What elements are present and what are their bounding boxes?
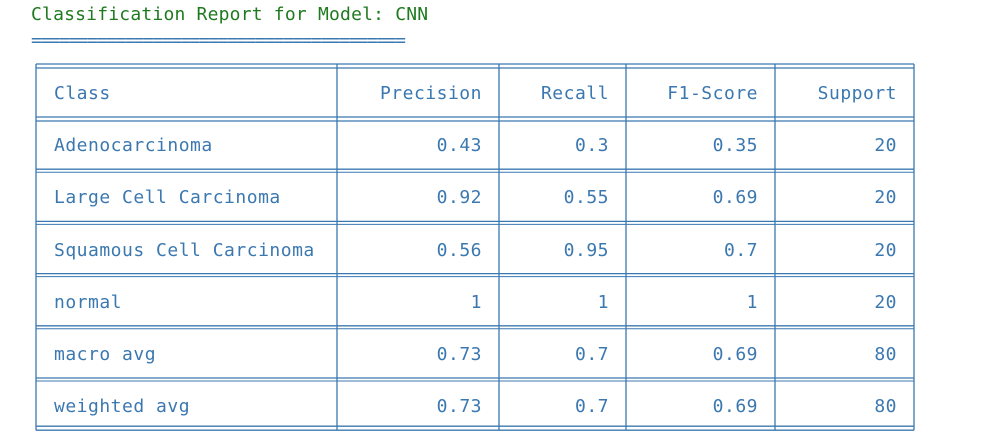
table-cell: 0.69	[712, 343, 758, 365]
table-cell: 80	[874, 396, 897, 418]
report-title: Classification Report for Model: CNN	[31, 4, 429, 25]
title-separator: ========================================	[31, 30, 406, 51]
header-f1-score: F1-Score	[667, 82, 758, 104]
table-cell: 0.55	[563, 187, 609, 209]
row-label: weighted avg	[54, 396, 191, 418]
row-label: macro avg	[54, 343, 157, 365]
table-cell: 80	[874, 343, 897, 365]
table-cell: 0.43	[436, 135, 482, 157]
row-label: Large Cell Carcinoma	[54, 187, 281, 209]
header-support: Support	[817, 82, 897, 104]
table-cell: 0.92	[436, 187, 482, 209]
header-recall: Recall	[540, 82, 609, 104]
table-cell: 0.69	[712, 396, 758, 418]
table-cell: 0.7	[723, 239, 758, 261]
row-label: normal	[54, 291, 123, 313]
header-precision: Precision	[379, 82, 482, 104]
table-cell: 20	[874, 135, 897, 157]
table-cell: 0.56	[436, 239, 482, 261]
table-cell: 20	[874, 187, 897, 209]
table-cell: 1	[470, 291, 482, 313]
header-class: Class	[54, 82, 111, 104]
table-cell: 0.7	[574, 343, 609, 365]
table-cell: 0.73	[436, 343, 482, 365]
table-cell: 1	[746, 291, 758, 313]
row-label: Adenocarcinoma	[54, 135, 213, 157]
table-cell: 0.73	[436, 396, 482, 418]
table-cell: 0.3	[574, 135, 609, 157]
table-cell: 20	[874, 239, 897, 261]
table-cell: 0.7	[574, 396, 609, 418]
row-label: Squamous Cell Carcinoma	[54, 239, 315, 261]
table-cell: 1	[597, 291, 609, 313]
table-cell: 0.95	[563, 239, 609, 261]
table-cell: 0.69	[712, 187, 758, 209]
table-cell: 20	[874, 291, 897, 313]
table-cell: 0.35	[712, 135, 758, 157]
